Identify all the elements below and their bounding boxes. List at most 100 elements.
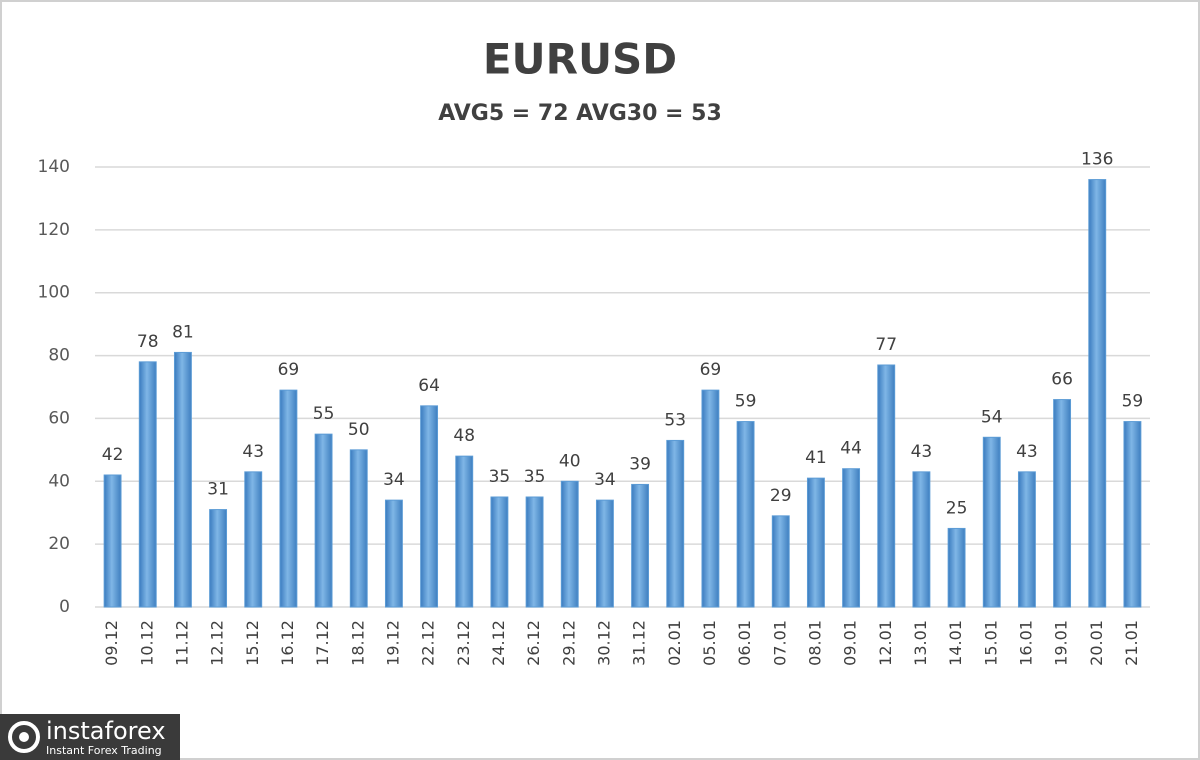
bar	[1088, 179, 1107, 608]
bar	[138, 361, 157, 608]
y-tick-label: 140	[38, 157, 70, 177]
x-tick-label: 05.01	[700, 620, 719, 666]
value-label: 41	[805, 448, 827, 468]
x-tick-label: 26.12	[524, 620, 543, 666]
x-tick-label: 20.01	[1087, 620, 1106, 666]
value-label: 59	[1122, 392, 1144, 412]
bar	[314, 433, 333, 608]
bar	[842, 468, 861, 608]
bar	[631, 483, 650, 608]
chart-title: EURUSD	[483, 35, 677, 84]
logo-tagline: Instant Forex Trading	[46, 744, 162, 757]
x-tick-label: 18.12	[348, 620, 367, 666]
y-tick-label: 0	[59, 597, 70, 617]
logo-icon-core	[19, 732, 29, 742]
bar	[1123, 421, 1142, 608]
x-tick-label: 09.01	[841, 620, 860, 666]
x-tick-label: 19.12	[383, 620, 402, 666]
value-label: 35	[489, 467, 511, 487]
x-tick-label: 14.01	[946, 620, 965, 666]
y-tick-label: 120	[38, 220, 70, 240]
bar	[560, 480, 579, 608]
bar	[244, 471, 263, 608]
logo-icon	[8, 721, 40, 753]
x-tick-label: 16.01	[1016, 620, 1035, 666]
bar	[595, 499, 614, 608]
bar	[420, 405, 439, 608]
x-tick-label: 12.01	[876, 620, 895, 666]
value-label: 43	[242, 442, 264, 462]
value-label: 34	[594, 470, 616, 490]
x-tick-label: 02.01	[665, 620, 684, 666]
value-label: 42	[102, 445, 124, 465]
bar	[666, 439, 685, 608]
x-tick-label: 30.12	[594, 620, 613, 666]
bar	[806, 477, 825, 608]
x-tick-label: 15.01	[981, 620, 1000, 666]
x-tick-label: 11.12	[172, 620, 191, 666]
bar	[209, 509, 228, 608]
value-label: 25	[946, 498, 968, 518]
x-tick-label: 06.01	[735, 620, 754, 666]
x-tick-label: 24.12	[489, 620, 508, 666]
x-tick-label: 09.12	[102, 620, 121, 666]
x-tick-label: 15.12	[243, 620, 262, 666]
x-tick-label: 17.12	[313, 620, 332, 666]
value-label: 69	[278, 360, 300, 380]
value-label: 34	[383, 470, 405, 490]
bar	[771, 515, 790, 608]
value-label: 136	[1081, 150, 1113, 170]
bar	[279, 389, 298, 608]
x-tick-label: 13.01	[911, 620, 930, 666]
x-tick-label: 10.12	[137, 620, 156, 666]
bar	[982, 436, 1001, 608]
value-label: 78	[137, 332, 159, 352]
value-label: 66	[1051, 370, 1073, 390]
x-tick-label: 12.12	[208, 620, 227, 666]
value-label: 40	[559, 451, 581, 471]
bar	[173, 351, 192, 608]
logo-name: instaforex	[46, 717, 166, 745]
value-label: 43	[911, 442, 933, 462]
bar	[349, 449, 368, 608]
bar	[736, 421, 755, 608]
value-label: 35	[524, 467, 546, 487]
value-label: 81	[172, 322, 194, 342]
value-label: 77	[875, 335, 897, 355]
x-tick-label: 31.12	[630, 620, 649, 666]
value-label: 43	[1016, 442, 1038, 462]
bar	[1017, 471, 1036, 608]
bar	[701, 389, 720, 608]
logo: instaforex Instant Forex Trading	[0, 714, 180, 760]
value-label: 69	[700, 360, 722, 380]
logo-box	[0, 714, 180, 760]
bar	[1053, 399, 1072, 608]
y-tick-label: 80	[48, 346, 70, 366]
x-tick-label: 07.01	[770, 620, 789, 666]
x-tick-label: 29.12	[559, 620, 578, 666]
value-label: 59	[735, 392, 757, 412]
value-label: 50	[348, 420, 370, 440]
y-tick-label: 60	[48, 408, 70, 428]
x-tick-label: 21.01	[1122, 620, 1141, 666]
bar	[525, 496, 544, 608]
y-tick-label: 100	[38, 283, 70, 303]
x-tick-label: 08.01	[805, 620, 824, 666]
value-label: 31	[207, 480, 229, 500]
y-tick-label: 20	[48, 534, 70, 554]
x-tick-label: 22.12	[419, 620, 438, 666]
value-label: 54	[981, 407, 1003, 427]
bar	[947, 527, 966, 608]
bar	[490, 496, 509, 608]
x-tick-label: 16.12	[278, 620, 297, 666]
bar	[912, 471, 931, 608]
bar	[384, 499, 403, 608]
chart-subtitle: AVG5 = 72 AVG30 = 53	[438, 101, 722, 126]
x-tick-label: 19.01	[1052, 620, 1071, 666]
value-label: 53	[664, 410, 686, 430]
y-tick-label: 40	[48, 471, 70, 491]
value-label: 48	[453, 426, 475, 446]
value-label: 44	[840, 439, 862, 459]
